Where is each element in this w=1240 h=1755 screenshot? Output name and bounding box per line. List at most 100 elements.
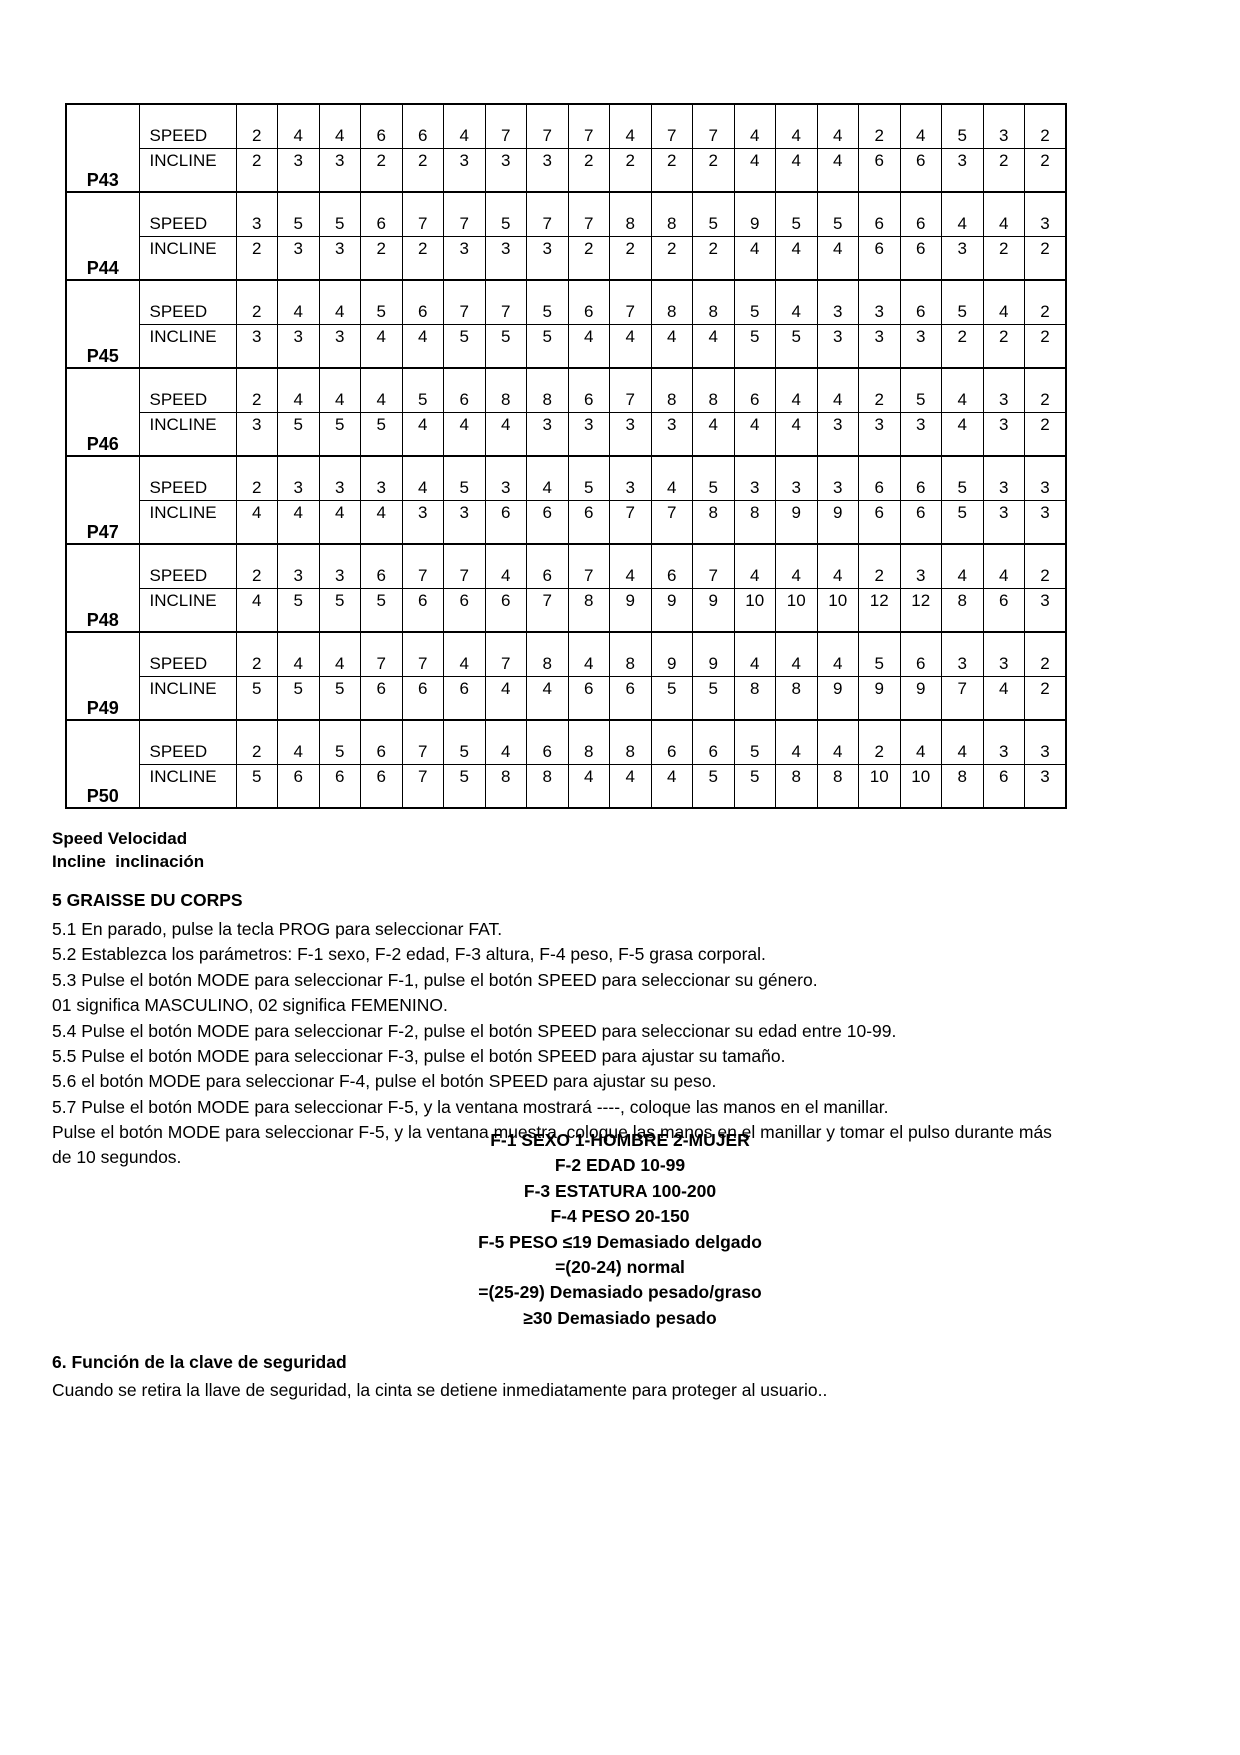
incline-value-cell: 9 <box>816 499 859 545</box>
incline-value-cell: 6 <box>360 675 403 721</box>
speed-value-cell: 6 <box>401 279 444 325</box>
speed-value-cell: 2 <box>858 719 901 765</box>
incline-value-cell: 9 <box>899 675 942 721</box>
incline-value-cell: 6 <box>609 675 652 721</box>
incline-value-cell: 6 <box>318 763 361 809</box>
incline-value-cell: 2 <box>692 147 735 193</box>
table-row: P45 SPEED 2 4 4 5 6 7 7 5 6 7 8 8 5 4 3 3 6 5 4 2 <box>65 279 1067 368</box>
speed-value-cell: 4 <box>401 455 444 501</box>
incline-value-cell: 9 <box>692 587 735 633</box>
speed-value-cell: 2 <box>235 719 278 765</box>
speed-value-cell: 4 <box>484 543 527 589</box>
speed-value-cell: 5 <box>941 103 984 149</box>
speed-value-cell: 7 <box>484 631 527 677</box>
incline-value-cell: 3 <box>526 411 569 457</box>
incline-value-cell: 4 <box>733 147 776 193</box>
section5-line: 5.6 el botón MODE para seleccionar F-4, … <box>52 1071 717 1092</box>
incline-value-cell: 2 <box>401 147 444 193</box>
incline-value-cell: 2 <box>567 147 610 193</box>
incline-value-cell: 3 <box>443 235 486 281</box>
incline-value-cell: 8 <box>816 763 859 809</box>
table-row: P46 SPEED 2 4 4 4 5 6 8 8 6 7 8 8 6 4 4 2 5 4 3 2 <box>65 367 1067 456</box>
legend-speed: Speed Velocidad <box>52 829 188 848</box>
speed-value-cell: 4 <box>816 103 859 149</box>
incline-value-cell: 3 <box>318 323 361 369</box>
incline-value-cell: 7 <box>650 499 693 545</box>
speed-value-cell: 5 <box>318 191 361 237</box>
incline-value-cell: 4 <box>609 323 652 369</box>
table-row: P43 SPEED 2 4 4 6 6 4 7 7 7 4 7 7 4 4 4 2 4 5 3 2 <box>65 103 1067 192</box>
legend-incline: Incline inclinación <box>52 851 205 871</box>
incline-value-cell: 6 <box>360 763 403 809</box>
incline-value-cell: 5 <box>277 411 320 457</box>
incline-value-cell: 4 <box>401 323 444 369</box>
incline-value-cell: 2 <box>235 235 278 281</box>
incline-value-cell: 9 <box>609 587 652 633</box>
incline-value-cell: 3 <box>816 323 859 369</box>
incline-value-cell: 12 <box>858 587 901 633</box>
incline-value-cell: 3 <box>982 499 1025 545</box>
speed-value-cell: 4 <box>775 367 818 413</box>
speed-value-cell: 4 <box>277 279 320 325</box>
speed-value-cell: 5 <box>443 719 486 765</box>
speed-value-cell: 9 <box>692 631 735 677</box>
incline-value-cell: 5 <box>650 675 693 721</box>
speed-value-cell: 2 <box>235 103 278 149</box>
speed-value-cell: 9 <box>650 631 693 677</box>
speed-value-cell: 5 <box>775 191 818 237</box>
incline-value-cell: 3 <box>443 499 486 545</box>
incline-value-cell: 4 <box>484 411 527 457</box>
speed-value-cell: 4 <box>318 279 361 325</box>
speed-value-cell: 5 <box>318 719 361 765</box>
table-row: P44 SPEED 3 5 5 6 7 7 5 7 7 8 8 5 9 5 5 6 6 4 4 3 <box>65 191 1067 280</box>
incline-value-cell: 5 <box>941 499 984 545</box>
speed-value-cell: 4 <box>816 719 859 765</box>
speed-value-cell: 4 <box>816 543 859 589</box>
incline-value-cell: 6 <box>401 675 444 721</box>
incline-value-cell: 6 <box>484 587 527 633</box>
row-label-incline: INCLINE <box>138 147 237 193</box>
incline-value-cell: 5 <box>235 763 278 809</box>
incline-value-cell: 2 <box>650 147 693 193</box>
incline-value-cell: 4 <box>567 323 610 369</box>
speed-value-cell: 5 <box>941 455 984 501</box>
incline-value-cell: 3 <box>650 411 693 457</box>
speed-value-cell: 6 <box>360 103 403 149</box>
incline-value-cell: 3 <box>1024 587 1067 633</box>
incline-value-cell: 7 <box>941 675 984 721</box>
incline-value-cell: 10 <box>899 763 942 809</box>
incline-value-cell: 4 <box>982 675 1025 721</box>
speed-value-cell: 7 <box>609 279 652 325</box>
table-row: P47 SPEED 2 3 3 3 4 5 3 4 5 3 4 5 3 3 3 6 6 5 3 3 <box>65 455 1067 544</box>
table-row: INCLINE 5 6 6 6 7 5 8 8 4 4 4 5 5 8 8 10 10 8 6 3 <box>66 763 1067 809</box>
section5-body: 5.1 En parado, pulse la tecla PROG para … <box>52 917 1052 1171</box>
incline-value-cell: 6 <box>858 499 901 545</box>
speed-value-cell: 2 <box>1024 543 1067 589</box>
program-name-cell: P43 <box>65 103 140 192</box>
fat-parameter-line: =(20-24) normal <box>555 1256 685 1277</box>
speed-value-cell: 3 <box>609 455 652 501</box>
section5-line: 5.3 Pulse el botón MODE para seleccionar… <box>52 969 818 990</box>
speed-value-cell: 6 <box>899 191 942 237</box>
table-row: INCLINE 2 3 3 2 2 3 3 3 2 2 2 2 4 4 4 6 6 3 2 2 <box>66 235 1067 281</box>
speed-value-cell: 4 <box>277 103 320 149</box>
incline-value-cell: 4 <box>567 763 610 809</box>
incline-value-cell: 10 <box>775 587 818 633</box>
incline-value-cell: 5 <box>692 675 735 721</box>
speed-value-cell: 5 <box>941 279 984 325</box>
table-row: INCLINE 2 3 3 2 2 3 3 3 2 2 2 2 4 4 4 6 6 3 2 2 <box>66 147 1067 193</box>
incline-value-cell: 2 <box>1024 323 1067 369</box>
fat-parameter-line: =(25-29) Demasiado pesado/graso <box>478 1282 762 1303</box>
incline-value-cell: 2 <box>401 235 444 281</box>
speed-value-cell: 4 <box>443 103 486 149</box>
incline-value-cell: 9 <box>816 675 859 721</box>
incline-value-cell: 5 <box>318 587 361 633</box>
speed-value-cell: 3 <box>899 543 942 589</box>
incline-value-cell: 6 <box>899 147 942 193</box>
speed-value-cell: 3 <box>775 455 818 501</box>
incline-value-cell: 4 <box>650 323 693 369</box>
section5-line: 01 significa MASCULINO, 02 significa FEM… <box>52 995 448 1016</box>
speed-value-cell: 4 <box>816 367 859 413</box>
speed-value-cell: 7 <box>401 719 444 765</box>
row-label-incline: INCLINE <box>138 235 237 281</box>
